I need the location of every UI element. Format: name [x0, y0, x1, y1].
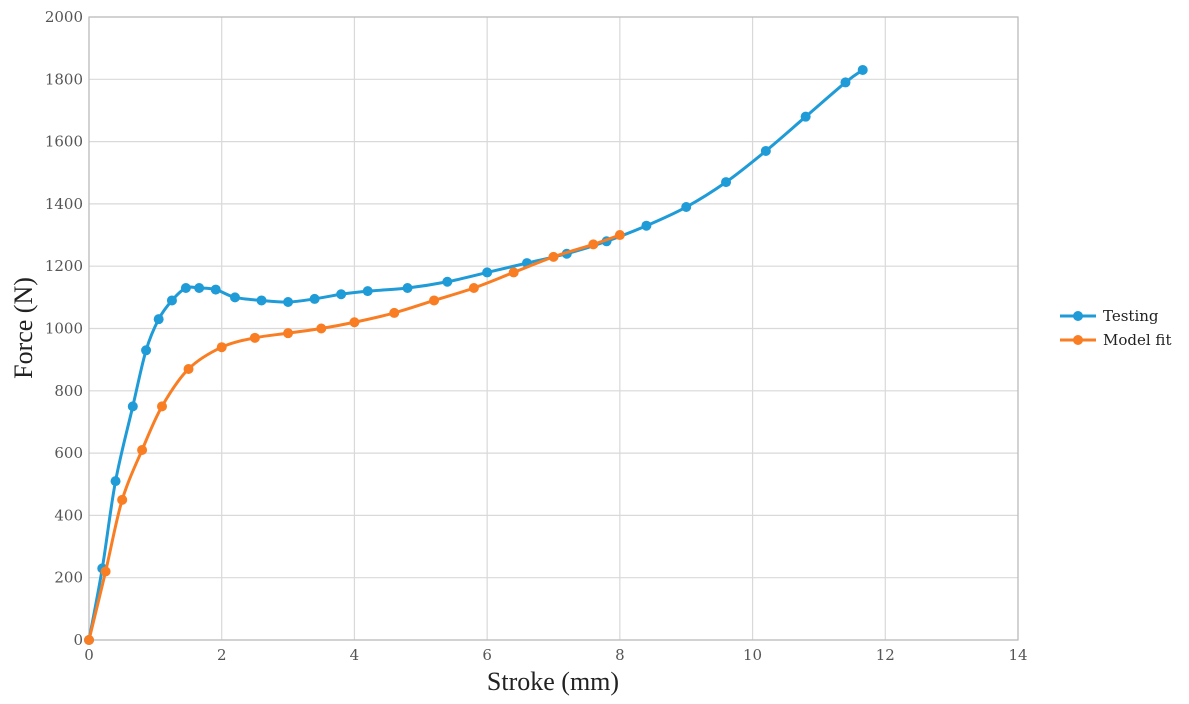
data-point [681, 202, 692, 213]
x-tick-label: 12 [876, 646, 895, 664]
y-tick-label: 1200 [45, 257, 83, 275]
data-point [800, 111, 811, 122]
data-point [127, 401, 138, 412]
x-tick-label: 0 [84, 646, 94, 664]
data-point [141, 345, 152, 356]
data-point [210, 284, 221, 295]
data-point [100, 566, 111, 577]
data-point [508, 267, 519, 278]
data-point [283, 297, 294, 308]
x-tick-label: 2 [217, 646, 227, 664]
data-point [309, 293, 320, 304]
data-point [548, 251, 559, 262]
data-point [442, 276, 453, 287]
data-point [336, 289, 347, 300]
data-point [229, 292, 240, 303]
x-tick-label: 4 [350, 646, 360, 664]
x-tick-label: 14 [1008, 646, 1027, 664]
y-tick-label: 600 [54, 444, 83, 462]
legend-marker [1073, 335, 1083, 345]
data-point [194, 283, 205, 294]
data-point [429, 295, 440, 306]
data-point [721, 177, 732, 188]
plot-frame [88, 16, 1019, 641]
x-tick-label: 6 [482, 646, 492, 664]
legend-label: Model fit [1103, 331, 1171, 349]
data-point [316, 323, 327, 334]
y-tick-label: 1000 [45, 320, 83, 338]
data-point [641, 220, 652, 231]
data-point [389, 307, 400, 318]
data-point [216, 342, 227, 353]
data-point [249, 332, 260, 343]
x-tick-label: 8 [615, 646, 625, 664]
y-tick-label: 1800 [45, 70, 83, 88]
legend-label: Testing [1103, 307, 1159, 325]
data-point [362, 286, 373, 297]
data-point [760, 145, 771, 156]
y-tick-label: 1600 [45, 133, 83, 151]
data-point [156, 401, 167, 412]
legend-marker [1073, 311, 1083, 321]
data-point [256, 295, 267, 306]
y-tick-label: 0 [73, 631, 83, 649]
data-point [857, 64, 868, 75]
y-axis-title: Force (N) [9, 277, 38, 379]
x-tick-label: 10 [743, 646, 762, 664]
data-point [482, 267, 493, 278]
y-tick-label: 400 [54, 506, 83, 524]
data-point [402, 283, 413, 294]
data-point [153, 314, 164, 325]
data-point [588, 239, 599, 250]
data-point [349, 317, 360, 328]
data-point [84, 635, 94, 645]
x-axis-title: Stroke (mm) [487, 667, 619, 696]
data-point [468, 283, 479, 294]
y-tick-label: 1400 [45, 195, 83, 213]
data-point [117, 494, 128, 505]
data-point [840, 77, 851, 88]
y-tick-label: 800 [54, 382, 83, 400]
y-tick-label: 2000 [45, 8, 83, 26]
data-point [283, 328, 294, 339]
data-point [180, 283, 191, 294]
data-point [110, 476, 121, 487]
data-point [614, 230, 625, 241]
data-point [183, 363, 194, 374]
data-point [166, 295, 177, 306]
data-point [137, 444, 148, 455]
y-tick-label: 200 [54, 569, 83, 587]
